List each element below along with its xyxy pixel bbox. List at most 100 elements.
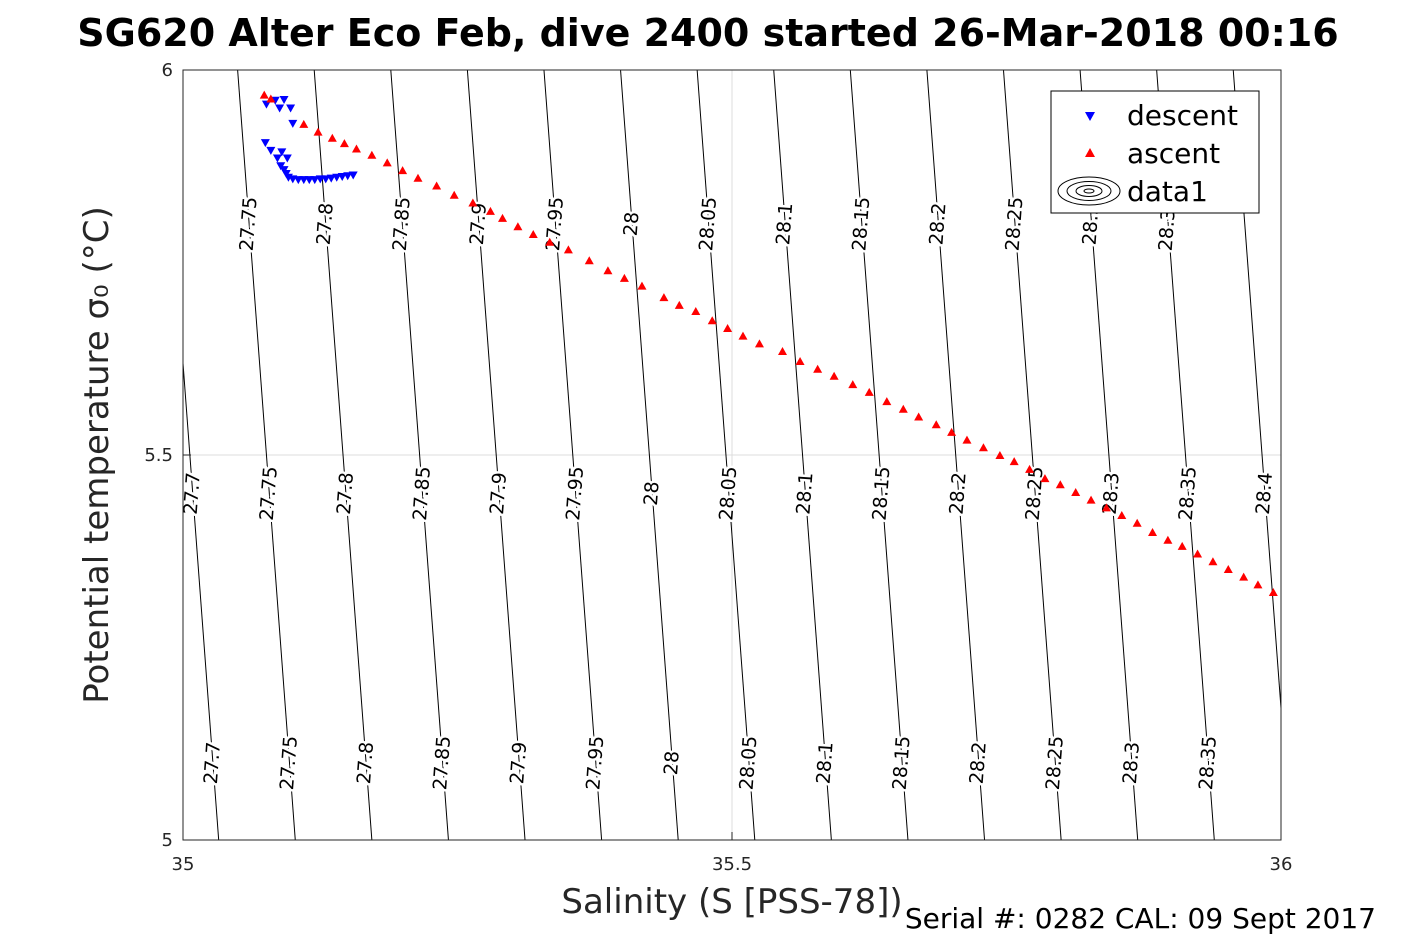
isopycnal-line <box>773 70 832 840</box>
isopycnal-line <box>313 70 373 840</box>
isopycnal-line <box>849 70 909 840</box>
descent-point <box>261 100 271 109</box>
ascent-point <box>1132 518 1142 527</box>
ascent-point <box>1239 572 1249 581</box>
contour-label: 28 <box>640 481 664 507</box>
descent-point <box>332 173 342 182</box>
y-tick-label: 6 <box>162 60 173 81</box>
legend-ascent-marker <box>1085 148 1095 157</box>
axis-ticks: 35 35.5 36 5 5.5 6 <box>144 60 1292 875</box>
serial-calibration-note: Serial #: 0282 CAL: 09 Sept 2017 <box>905 902 1376 935</box>
y-tick-label: 5 <box>162 830 173 851</box>
contour-label: 28.25 <box>1022 466 1048 522</box>
contour-label: 28.35 <box>1175 466 1201 522</box>
ascent-point <box>738 331 748 340</box>
legend-descent-label: descent <box>1127 99 1238 132</box>
ascent-point <box>382 158 392 167</box>
ascent-point <box>603 266 613 275</box>
ascent-point <box>1223 564 1233 573</box>
x-tick-label: 36 <box>1270 854 1293 875</box>
ascent-point <box>864 387 874 396</box>
contour-label: 27.8 <box>313 202 338 246</box>
legend-contour-icon <box>1057 176 1121 206</box>
contour-labels: 27.75 27.8 27.85 27.9 27.95 28 28.05 28.1 28.15 2… <box>177 194 1279 794</box>
ascent-point <box>813 364 823 373</box>
y-axis-label: Potential temperature σ₀ (°C) <box>77 206 117 704</box>
ascent-point <box>413 173 423 182</box>
density-contours <box>183 70 1281 840</box>
ascent-point <box>563 245 573 254</box>
contour-label: 28.25 <box>1002 196 1028 252</box>
x-tick-label: 35.5 <box>712 854 752 875</box>
contour-label: 28 <box>620 211 644 237</box>
ascent-point <box>1101 503 1111 512</box>
ascent-point <box>1208 557 1218 566</box>
ascent-point <box>691 307 701 316</box>
ascent-point <box>259 90 269 99</box>
ascent-point <box>1071 487 1081 496</box>
descent-point <box>288 119 298 128</box>
ascent-point <box>931 420 941 429</box>
ascent-point <box>1055 480 1065 489</box>
ascent-point <box>367 150 377 159</box>
descent-point <box>343 172 353 181</box>
descent-point <box>275 104 285 113</box>
ascent-point <box>978 443 988 452</box>
descent-point <box>337 173 347 182</box>
contour-label: 28.25 <box>1042 735 1068 791</box>
isopycnal-line <box>1002 70 1062 840</box>
contour-label: 27.95 <box>562 466 588 522</box>
ascent-point <box>266 94 276 103</box>
ascent-point <box>723 323 733 332</box>
descent-point <box>286 104 296 113</box>
contour-label: 28.2 <box>966 741 991 785</box>
contour-label: 28.05 <box>695 196 721 252</box>
contour-label: 28.15 <box>848 196 874 252</box>
data-points <box>259 90 1278 597</box>
ascent-point <box>795 357 805 366</box>
ascent-point <box>707 316 717 325</box>
descent-point <box>260 139 270 148</box>
contour-label: 28.4 <box>1252 472 1277 516</box>
contour-label: 28.3 <box>1119 741 1144 785</box>
ascent-point <box>339 139 349 148</box>
ascent-point <box>1009 457 1019 466</box>
legend-descent-marker <box>1085 112 1095 121</box>
contour-label: 28.15 <box>869 466 895 522</box>
contour-label: 27.8 <box>333 472 358 516</box>
ascent-point <box>449 190 459 199</box>
chart-title: SG620 Alter Eco Feb, dive 2400 started 2… <box>77 11 1338 55</box>
contour-label: 27.7 <box>200 741 225 785</box>
contour-label: 27.85 <box>409 466 435 522</box>
legend-data1-label: data1 <box>1127 175 1208 208</box>
contour-label: 28.05 <box>715 466 741 522</box>
contour-label: 27.75 <box>276 735 302 791</box>
isopycnal-line <box>620 70 679 840</box>
contour-label: 28.05 <box>736 735 762 791</box>
ascent-point <box>498 213 508 222</box>
ascent-point <box>351 144 361 153</box>
grid-lines <box>183 70 1281 840</box>
contour-label: 27.85 <box>389 196 415 252</box>
descent-point <box>266 146 276 155</box>
ascent-point <box>299 119 309 128</box>
contour-label: 27.9 <box>466 202 491 246</box>
ascent-point <box>398 166 408 175</box>
ascent-point <box>778 347 788 356</box>
ascent-point <box>513 222 523 231</box>
ascent-point <box>1040 474 1050 483</box>
ascent-point <box>995 451 1005 459</box>
ascent-point <box>313 127 323 136</box>
isopycnal-line <box>466 70 526 840</box>
contour-label: 27.75 <box>256 466 282 522</box>
descent-point <box>348 171 358 180</box>
isopycnal-line <box>543 70 603 840</box>
contour-label: 27.8 <box>353 741 378 785</box>
ascent-point <box>528 230 538 239</box>
ascent-point <box>1253 580 1263 589</box>
x-axis-label: Salinity (S [PSS-78]) <box>561 882 902 922</box>
isopycnal-line <box>696 70 756 840</box>
contour-label: 27.75 <box>236 196 262 252</box>
contour-label: 27.7 <box>180 472 205 516</box>
